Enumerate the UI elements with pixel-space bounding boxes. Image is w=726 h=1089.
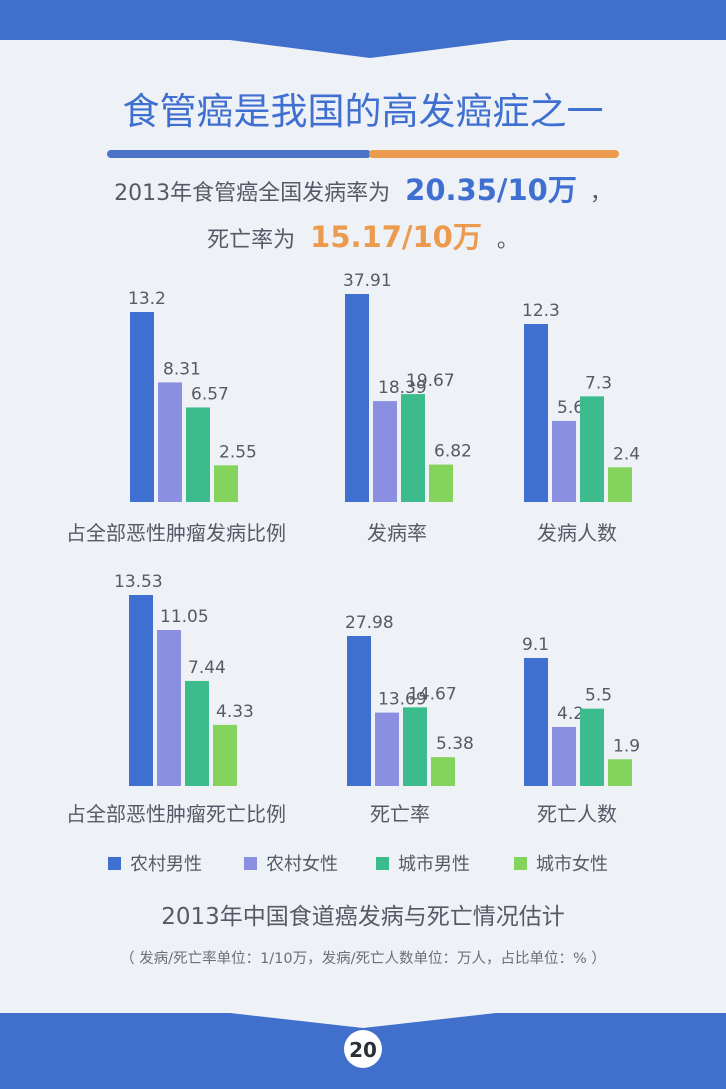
summary-line-1-suffix: ， <box>590 181 612 206</box>
data-label-3-2: 5.6 <box>557 398 584 418</box>
bar-2-2 <box>373 401 397 502</box>
bar-4-4 <box>213 724 237 786</box>
incidence-rate-value: 20.35/10万 <box>405 173 577 207</box>
bar-3-4 <box>608 467 632 502</box>
page-number-badge <box>344 1030 382 1068</box>
bar-2-1 <box>345 294 369 502</box>
data-label-2-3: 19.67 <box>406 371 455 391</box>
legend: 农村男性 农村女性 城市男性 城市女性 <box>108 854 608 875</box>
legend-swatch-2 <box>244 857 257 870</box>
data-label-1-3: 6.57 <box>191 384 229 404</box>
data-label-2-1: 37.91 <box>343 271 392 291</box>
data-label-4-3: 7.44 <box>188 658 226 678</box>
title-divider-orange <box>369 150 619 158</box>
chart-title-1: 占全部恶性肿瘤发病比例 <box>66 521 286 545</box>
bar-4-2 <box>157 630 181 786</box>
bar-chart-6: 9.1 4.25.5 1.9 死亡人数 <box>522 635 640 826</box>
bar-6-1 <box>524 658 548 786</box>
bar-5-2 <box>375 712 399 786</box>
data-label-2-2: 18.39 <box>378 378 427 398</box>
data-label-5-4: 5.38 <box>436 734 474 754</box>
data-label-5-2: 13.69 <box>378 690 427 710</box>
summary-line-1-prefix: 2013年食管癌全国发病率为 <box>114 181 390 206</box>
bar-chart-1: 13.2 8.31 6.57 2.55 占全部恶性肿瘤发病比例 <box>66 289 286 545</box>
bar-6-3 <box>580 708 604 786</box>
bar-chart-4: 13.53 11.05 7.44 4.33 占全部恶性肿瘤死亡比例 <box>66 572 286 826</box>
data-label-3-4: 2.4 <box>613 444 640 464</box>
data-label-5-1: 27.98 <box>345 613 394 633</box>
bar-5-3 <box>403 707 427 786</box>
bar-1-1 <box>130 312 154 502</box>
bar-4-1 <box>129 595 153 786</box>
bar-1-4 <box>214 465 238 502</box>
chart-title-6: 死亡人数 <box>537 802 617 826</box>
data-label-4-2: 11.05 <box>160 607 209 627</box>
legend-label-1: 农村男性 <box>130 854 202 875</box>
data-label-4-4: 4.33 <box>216 702 254 722</box>
bar-1-2 <box>158 382 182 502</box>
unit-note: （ 发病/死亡率单位：1/10万，发病/死亡人数单位：万人，占比单位：% ） <box>120 950 606 967</box>
bar-5-4 <box>431 757 455 786</box>
summary-line-2-prefix: 死亡率为 <box>207 228 295 253</box>
data-label-6-4: 1.9 <box>613 736 640 756</box>
legend-label-4: 城市女性 <box>536 854 608 875</box>
bar-chart-3: 12.3 5.67.3 2.4 发病人数 <box>522 301 640 545</box>
charts-group: 13.2 8.31 6.57 2.55 占全部恶性肿瘤发病比例 37.91 18.3919.… <box>66 271 640 826</box>
data-label-5-3: 14.67 <box>408 684 457 704</box>
bar-3-1 <box>524 324 548 502</box>
data-label-1-1: 13.2 <box>128 289 166 309</box>
mortality-rate-value: 15.17/10万 <box>310 220 482 254</box>
bar-3-2 <box>552 420 576 502</box>
chart-caption: 2013年中国食道癌发病与死亡情况估计 <box>161 904 565 930</box>
data-label-6-1: 9.1 <box>522 635 549 655</box>
data-label-6-3: 5.5 <box>585 686 612 706</box>
summary-line-2: 死亡率为 15.17/10万 。 <box>207 220 519 254</box>
data-label-1-2: 8.31 <box>163 359 201 379</box>
bar-3-3 <box>580 396 604 502</box>
page-title: 食管癌是我国的高发癌症之一 <box>123 90 604 133</box>
bar-6-2 <box>552 726 576 786</box>
data-label-3-1: 12.3 <box>522 301 560 321</box>
legend-swatch-3 <box>376 857 389 870</box>
data-label-3-3: 7.3 <box>585 373 612 393</box>
bar-1-3 <box>186 407 210 502</box>
title-divider-blue <box>107 150 371 158</box>
legend-swatch-1 <box>108 857 121 870</box>
page-number: 20 <box>349 1038 377 1062</box>
chart-title-5: 死亡率 <box>370 802 430 826</box>
bar-2-4 <box>429 464 453 502</box>
legend-label-3: 城市男性 <box>398 854 470 875</box>
data-label-2-4: 6.82 <box>434 442 472 462</box>
bar-2-3 <box>401 394 425 502</box>
chart-title-2: 发病率 <box>367 521 427 545</box>
legend-swatch-4 <box>514 857 527 870</box>
top-banner <box>0 0 726 58</box>
bar-4-3 <box>185 680 209 786</box>
legend-label-2: 农村女性 <box>266 854 338 875</box>
bar-6-4 <box>608 759 632 786</box>
chart-title-4: 占全部恶性肿瘤死亡比例 <box>66 802 286 826</box>
data-label-4-1: 13.53 <box>114 572 163 592</box>
bar-5-1 <box>347 636 371 786</box>
data-label-1-4: 2.55 <box>219 442 257 462</box>
summary-line-2-suffix: 。 <box>497 228 519 253</box>
data-label-6-2: 4.2 <box>557 704 584 724</box>
summary-line-1: 2013年食管癌全国发病率为 20.35/10万 ， <box>114 173 612 207</box>
chart-title-3: 发病人数 <box>537 521 617 545</box>
